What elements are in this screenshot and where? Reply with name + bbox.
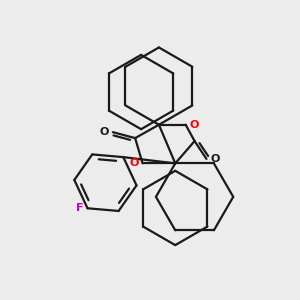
Text: O: O [130, 158, 139, 168]
Text: O: O [100, 127, 109, 137]
Text: O: O [210, 154, 220, 164]
Text: F: F [76, 203, 84, 213]
Text: O: O [189, 120, 199, 130]
